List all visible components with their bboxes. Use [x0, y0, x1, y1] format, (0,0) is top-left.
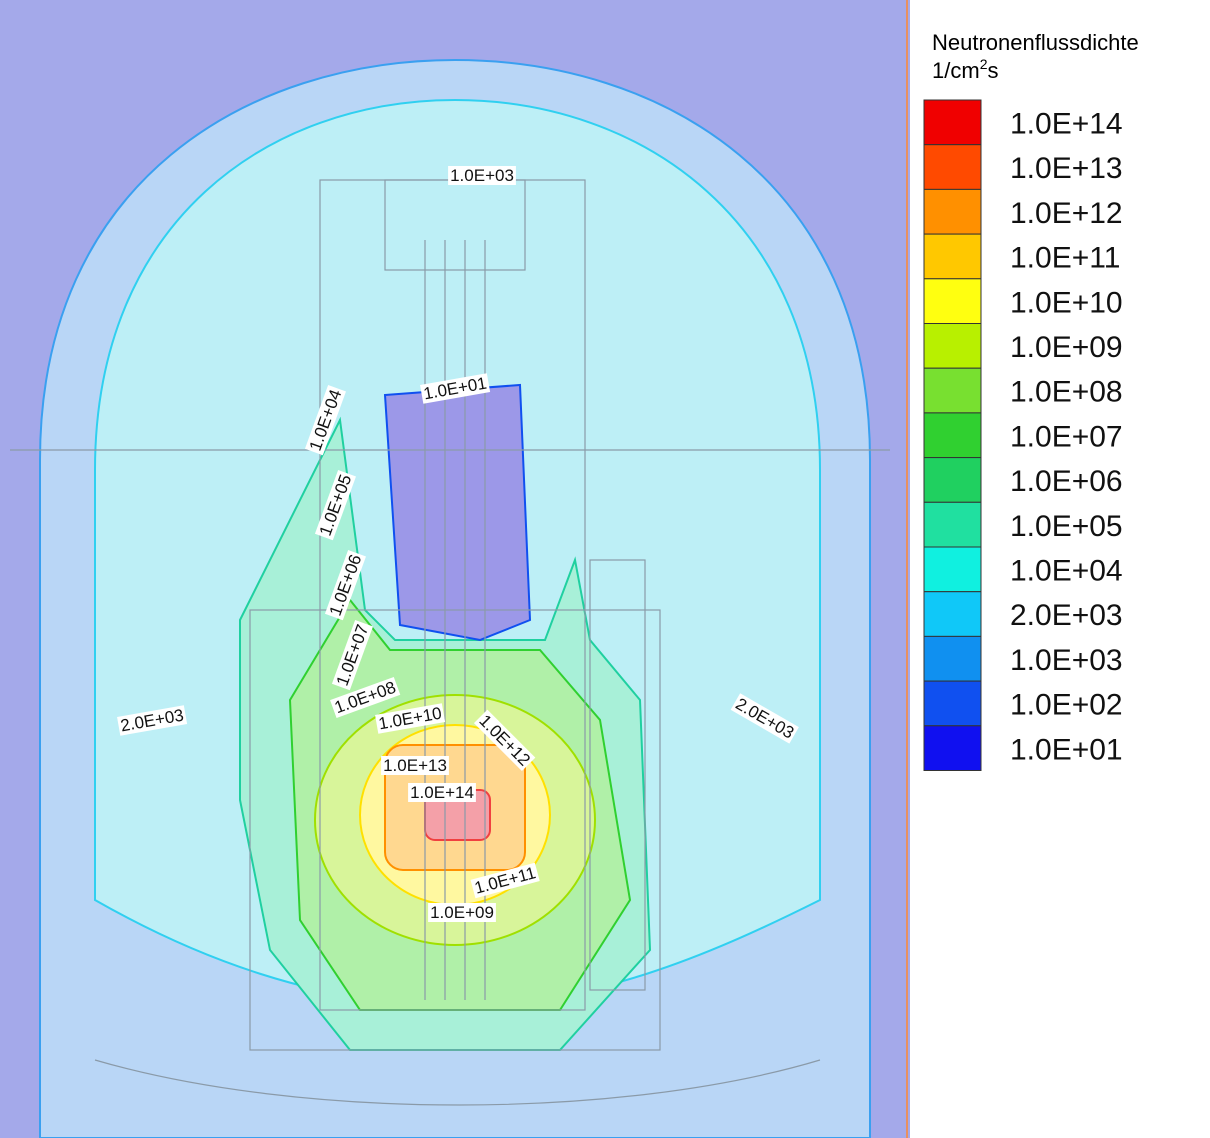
contour-label-bg [314, 470, 356, 541]
contour-label-bg [428, 903, 496, 922]
contour-label-bg [375, 703, 446, 734]
legend-label: 1.0E+05 [1010, 510, 1123, 543]
unit-base: 1/cm [932, 58, 980, 83]
legend-unit: 1/cm2s [932, 56, 998, 83]
contour-label-text: 1.0E+09 [430, 903, 494, 922]
unit-sup: 2 [980, 56, 988, 72]
legend-label: 1.0E+06 [1010, 465, 1123, 498]
region-1e01 [383, 383, 532, 642]
divider [906, 0, 908, 1138]
contour-label-bg [420, 373, 491, 404]
legend: Neutronenflussdichte 1/cm2s 1.0E+14 1.0E+… [923, 30, 1139, 771]
contour-label-text: 1.0E+03 [450, 166, 514, 185]
legend-swatch [923, 144, 982, 190]
legend-label: 1.0E+14 [1010, 108, 1123, 141]
legend-swatch [923, 725, 982, 771]
legend-swatch [923, 323, 982, 369]
legend-swatch [923, 680, 982, 727]
legend-label: 1.0E+10 [1010, 286, 1123, 319]
legend-label: 1.0E+11 [1010, 242, 1120, 275]
legend-swatch [923, 457, 982, 503]
legend-swatch [923, 635, 982, 682]
legend-label: 1.0E+08 [1010, 376, 1123, 409]
contour-label: 1.0E+03 [448, 166, 516, 185]
contour-label-bg [473, 709, 536, 772]
contour-label: 1.0E+13 [381, 756, 449, 775]
legend-label: 1.0E+13 [1010, 152, 1123, 185]
legend-label: 1.0E+04 [1010, 555, 1123, 588]
legend-swatch [923, 233, 982, 280]
legend-swatch [923, 501, 982, 548]
legend-label: 1.0E+12 [1010, 197, 1123, 230]
contour-label-bg [324, 550, 366, 621]
legend-swatch [923, 188, 982, 235]
legend-title: Neutronenflussdichte [932, 30, 1139, 55]
legend-swatch [923, 278, 982, 324]
legend-swatch [923, 99, 982, 146]
contour-label-bg [448, 166, 516, 185]
contour-label: 1.0E+14 [408, 783, 476, 802]
contour-label-bg [381, 756, 449, 775]
legend-label: 1.0E+01 [1010, 733, 1123, 766]
contour-label-bg [408, 783, 476, 802]
contour-label-bg [331, 620, 373, 691]
unit-tail: s [987, 58, 998, 83]
contour-label-text: 1.0E+13 [383, 756, 447, 775]
legend-swatch [923, 412, 982, 459]
legend-swatch [923, 546, 982, 593]
legend-swatch [923, 591, 982, 637]
contour-label-bg [330, 676, 401, 718]
contour-label-bg [730, 693, 799, 744]
legend-label: 1.0E+02 [1010, 689, 1123, 722]
structure-lines [10, 179, 890, 1106]
legend-label: 1.0E+03 [1010, 644, 1123, 677]
contour-label-bg [470, 862, 540, 899]
legend-swatch [923, 367, 982, 414]
legend-label: 1.0E+09 [1010, 331, 1123, 364]
contour-label-text: 1.0E+14 [410, 783, 474, 802]
contour-label-bg [304, 385, 346, 456]
legend-label: 2.0E+03 [1010, 599, 1123, 632]
legend-label: 1.0E+07 [1010, 420, 1123, 453]
contour-label: 1.0E+09 [428, 903, 496, 922]
contour-label-bg [117, 705, 188, 736]
